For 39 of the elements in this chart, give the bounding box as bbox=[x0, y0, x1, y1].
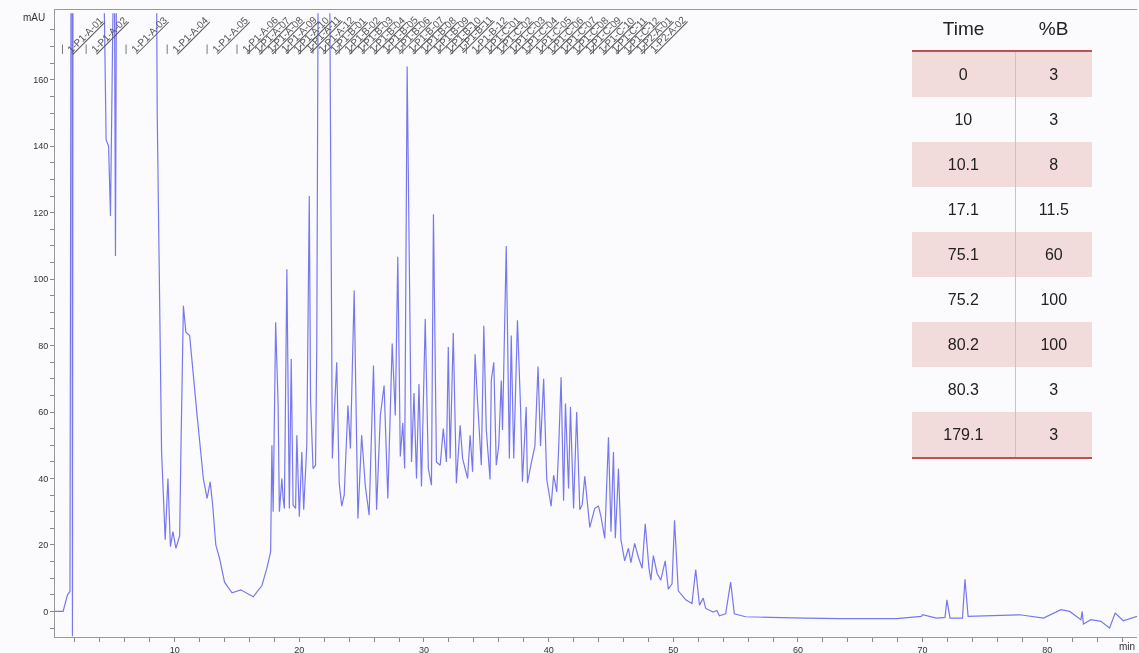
text: 100 bbox=[1040, 290, 1068, 308]
text: 11.5 bbox=[1038, 200, 1069, 218]
text: 10 bbox=[954, 110, 973, 128]
text: 3 bbox=[1049, 65, 1059, 83]
category-label: Time bbox=[912, 8, 1016, 51]
y-axis-title: mAU bbox=[23, 12, 46, 23]
x-tick-label: 60 bbox=[792, 644, 803, 653]
x-tick-label: 40 bbox=[543, 644, 554, 653]
text: 100 bbox=[1040, 335, 1068, 353]
x-tick-label: 10 bbox=[169, 644, 180, 653]
text: 8 bbox=[1049, 155, 1059, 173]
x-tick-label: 20 bbox=[294, 644, 305, 653]
y-tick-label: 60 bbox=[38, 407, 49, 418]
y-tick-label: 120 bbox=[33, 207, 49, 218]
text: 75.2 bbox=[947, 290, 979, 308]
text: 80.3 bbox=[947, 380, 979, 398]
y-tick-label: 140 bbox=[33, 141, 49, 152]
category-label: %B bbox=[1015, 8, 1092, 51]
y-tick-label: 160 bbox=[33, 74, 49, 85]
text: 0 bbox=[958, 65, 968, 83]
y-tick-label: 0 bbox=[43, 606, 49, 617]
x-tick-label: 70 bbox=[917, 644, 928, 653]
x-tick-label: 30 bbox=[418, 644, 429, 653]
text: 75.1 bbox=[947, 245, 979, 263]
y-tick-label: 80 bbox=[38, 340, 49, 351]
text: 60 bbox=[1044, 245, 1063, 263]
text: 10.1 bbox=[947, 155, 979, 173]
y-tick-label: 100 bbox=[33, 274, 49, 285]
text: 3 bbox=[1049, 110, 1059, 128]
x-tick-label: 80 bbox=[1042, 644, 1053, 653]
text: 179.1 bbox=[943, 425, 984, 443]
y-tick-label: 20 bbox=[38, 540, 49, 551]
text: 17.1 bbox=[947, 200, 979, 218]
x-tick-label: 50 bbox=[668, 644, 679, 653]
y-tick-label: 40 bbox=[38, 473, 49, 484]
text: 3 bbox=[1049, 380, 1059, 398]
text: 3 bbox=[1049, 425, 1059, 443]
text: 80.2 bbox=[947, 335, 979, 353]
x-axis-title: min bbox=[1119, 641, 1136, 652]
